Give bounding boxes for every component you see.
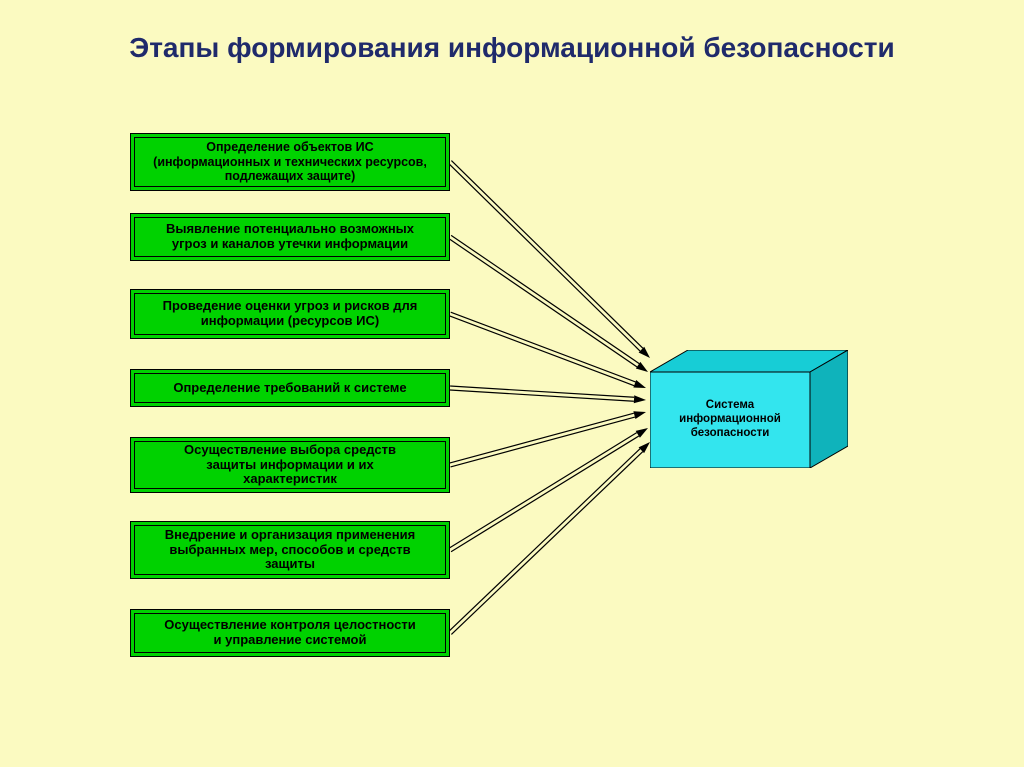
cube-label-line-2: информационной: [679, 413, 781, 427]
stage-box-4: Определение требований к системе: [130, 369, 450, 407]
stage-box-3: Проведение оценки угроз и рисков дляинфо…: [130, 289, 450, 339]
stage-1-line-2: (информационных и технических ресурсов,: [153, 155, 427, 169]
stage-1-line-3: подлежащих защите): [225, 169, 356, 183]
stage-6-line-3: защиты: [265, 557, 315, 572]
stage-6-line-1: Внедрение и организация применения: [165, 528, 415, 543]
stage-5-line-1: Осуществление выбора средств: [184, 443, 396, 458]
stage-1-line-1: Определение объектов ИС: [206, 140, 373, 154]
diagram-title: Этапы формирования информационной безопа…: [0, 30, 1024, 65]
stage-5-line-2: защиты информации и их: [206, 458, 373, 473]
stage-2-line-1: Выявление потенциально возможных: [166, 222, 414, 237]
stage-7-line-2: и управление системой: [214, 633, 367, 648]
stage-box-7: Осуществление контроля целостностии упра…: [130, 609, 450, 657]
cube-label-line-1: Система: [679, 399, 781, 413]
cube-label: Системаинформационнойбезопасности: [679, 399, 781, 440]
stage-box-2: Выявление потенциально возможныхугроз и …: [130, 213, 450, 261]
title-line-1: Этапы формирования: [129, 32, 440, 63]
target-cube: Системаинформационнойбезопасности: [650, 350, 848, 468]
stage-2-line-2: угроз и каналов утечки информации: [172, 237, 408, 252]
stage-3-line-2: информации (ресурсов ИС): [201, 314, 379, 329]
cube-label-line-3: безопасности: [679, 427, 781, 441]
cube-front-face: Системаинформационнойбезопасности: [650, 372, 810, 468]
stage-7-line-1: Осуществление контроля целостности: [164, 618, 415, 633]
stage-4-line-1: Определение требований к системе: [173, 381, 406, 396]
stage-6-line-2: выбранных мер, способов и средств: [169, 543, 410, 558]
stage-box-5: Осуществление выбора средствзащиты инфор…: [130, 437, 450, 493]
stage-box-1: Определение объектов ИС(информационных и…: [130, 133, 450, 191]
title-line-2: информационной безопасности: [448, 32, 895, 63]
diagram-canvas: Этапы формирования информационной безопа…: [0, 0, 1024, 767]
stage-3-line-1: Проведение оценки угроз и рисков для: [163, 299, 418, 314]
stage-5-line-3: характеристик: [243, 472, 337, 487]
stage-box-6: Внедрение и организация применениявыбран…: [130, 521, 450, 579]
